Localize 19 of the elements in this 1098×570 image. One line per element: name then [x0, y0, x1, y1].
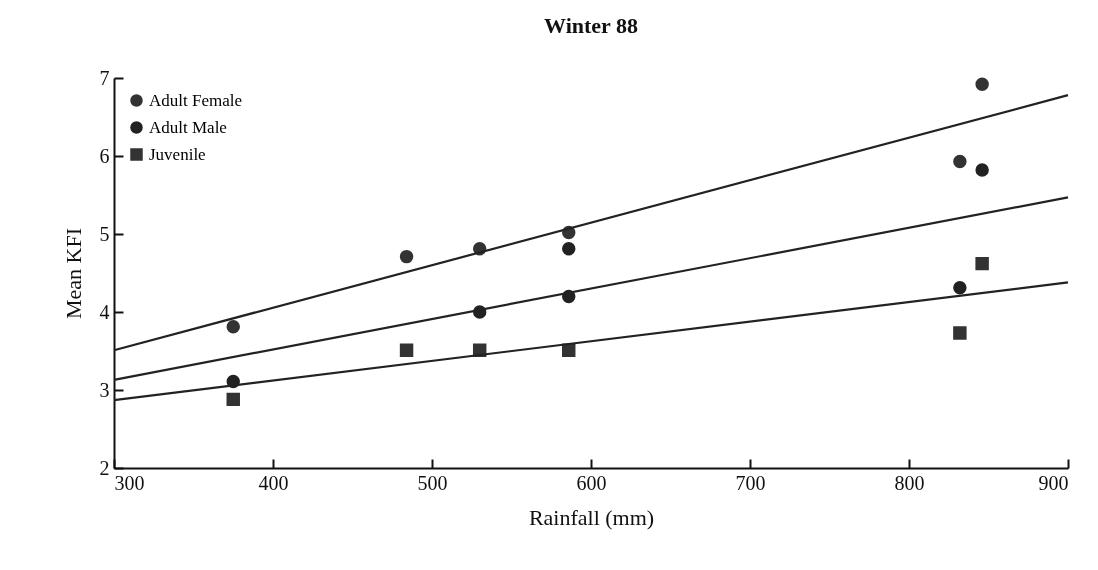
y-tick-label: 7: [99, 66, 110, 89]
x-tick-label: 300: [114, 471, 145, 494]
legend-label: Adult Female: [149, 90, 243, 110]
x-tick-label: 800: [894, 471, 925, 494]
x-tick-label: 500: [417, 471, 448, 494]
y-tick-label: 3: [99, 378, 110, 401]
y-axis-title: Mean KFI: [60, 227, 86, 320]
y-tick-label: 4: [99, 300, 110, 323]
x-axis-title: Rainfall (mm): [528, 504, 655, 530]
x-tick-label: 700: [735, 471, 766, 494]
y-tick-label: 2: [99, 456, 110, 479]
chart-title: Winter 88: [544, 13, 638, 38]
legend-label: Adult Male: [149, 117, 227, 137]
x-tick-label: 900: [1038, 471, 1069, 494]
x-tick-label: 400: [258, 471, 289, 494]
y-tick-label: 6: [99, 144, 110, 167]
y-tick-label: 5: [99, 222, 110, 245]
legend-label: Juvenile: [149, 144, 206, 164]
x-tick-label: 600: [576, 471, 607, 494]
